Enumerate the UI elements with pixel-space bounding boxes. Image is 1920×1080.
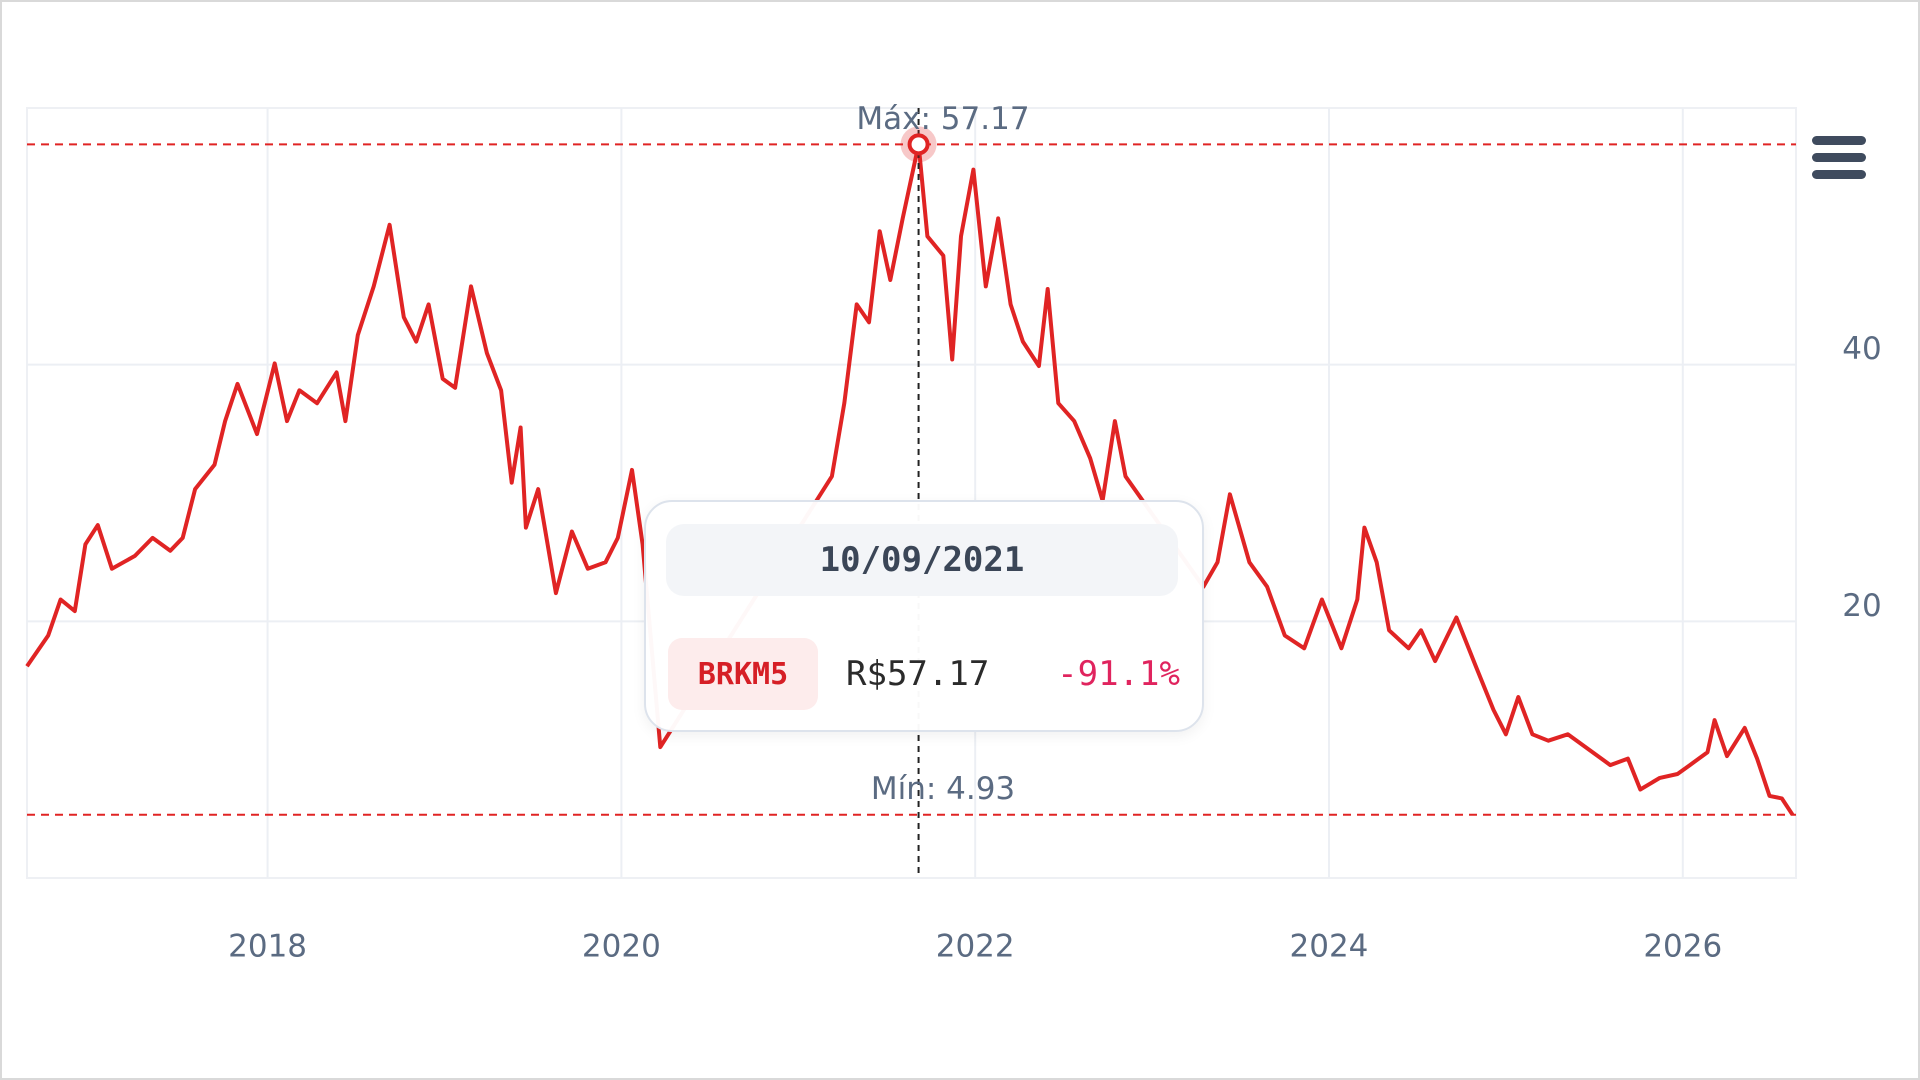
tooltip-price: R$57.17 — [846, 654, 990, 694]
menu-bar — [1812, 136, 1866, 145]
x-tick-label: 2024 — [1290, 929, 1369, 965]
annotation-label: Mín: 4.93 — [871, 771, 1015, 807]
price-line — [25, 142, 1795, 816]
y-tick-label: 20 — [1842, 588, 1881, 624]
x-tick-label: 2020 — [582, 929, 661, 965]
x-tick-label: 2022 — [936, 929, 1015, 965]
plot-area — [26, 107, 1797, 879]
tooltip-date: 10/09/2021 — [666, 524, 1178, 596]
hover-point — [907, 133, 930, 156]
tooltip-change: -91.1% — [1057, 654, 1180, 694]
menu-bar — [1812, 153, 1866, 162]
menu-bar — [1812, 170, 1866, 179]
annotation-label: Máx: 57.17 — [856, 101, 1029, 137]
y-tick-label: 40 — [1842, 331, 1881, 367]
x-tick-label: 2026 — [1643, 929, 1722, 965]
menu-button[interactable] — [1812, 136, 1866, 179]
tooltip-series-name: BRKM5 — [668, 638, 818, 710]
tooltip: 10/09/2021 BRKM5 R$57.17 -91.1% — [644, 500, 1204, 732]
x-tick-label: 2018 — [228, 929, 307, 965]
